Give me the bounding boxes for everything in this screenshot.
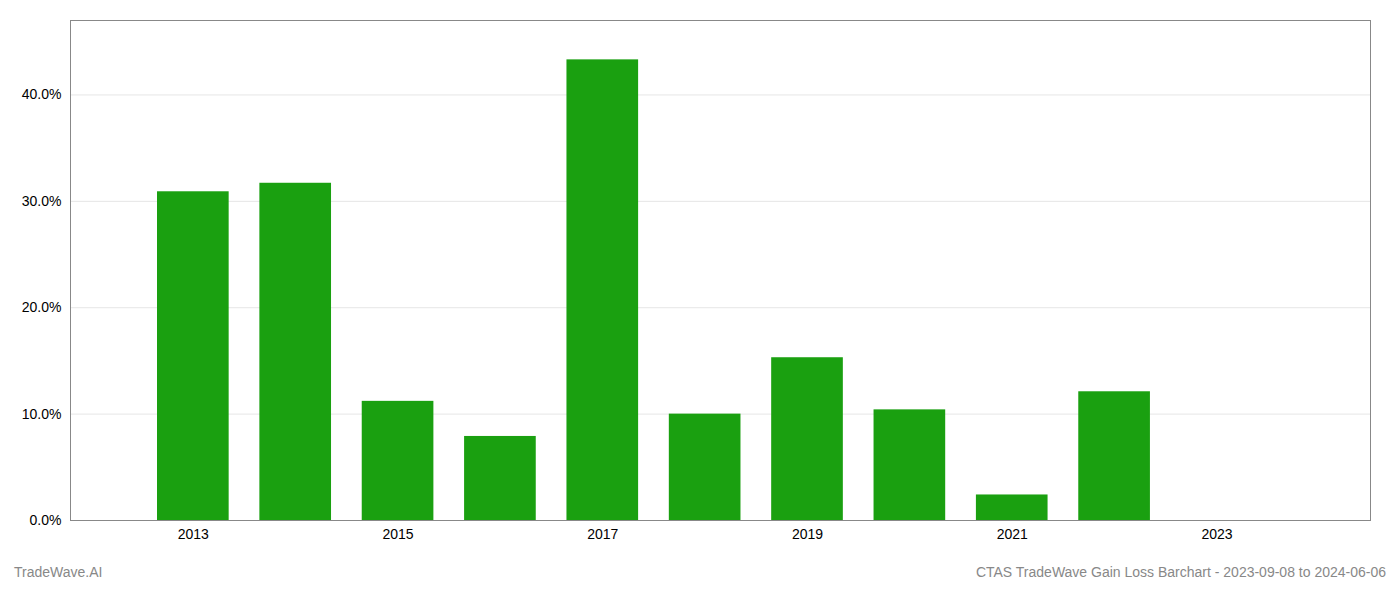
svg-text:2013: 2013 — [178, 526, 209, 542]
html-text:TradeWave.AI: TradeWave.AI — [14, 564, 103, 580]
svg-text:20.0%: 20.0% — [22, 299, 62, 315]
svg-text:2021: 2021 — [997, 526, 1028, 542]
svg-text:40.0%: 40.0% — [22, 86, 62, 102]
svg-text:30.0%: 30.0% — [22, 193, 62, 209]
html-text:CTAS TradeWave Gain Loss Barch: CTAS TradeWave Gain Loss Barchart - 2023… — [975, 564, 1386, 580]
svg-text:0.0%: 0.0% — [30, 512, 62, 528]
svg-text:2023: 2023 — [1201, 526, 1232, 542]
svg-text:10.0%: 10.0% — [22, 406, 62, 422]
svg-text:2019: 2019 — [792, 526, 823, 542]
svg-text:2017: 2017 — [587, 526, 618, 542]
svg-text:2015: 2015 — [382, 526, 413, 542]
